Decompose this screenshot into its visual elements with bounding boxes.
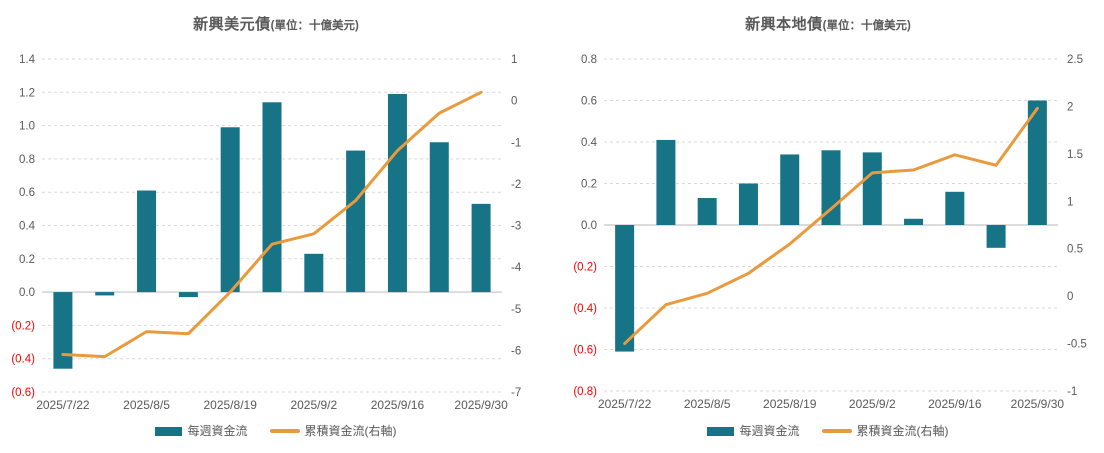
bar-series-swatch	[155, 426, 183, 436]
cumulative-flow-line	[61, 90, 483, 359]
chart-canvas: 0.8 0.6 0.4 0.2 0.0 (0.2) (0.4) (0.6) (0.8) 2.5 2 1…	[573, 54, 1087, 411]
right-axis-tick-label: -7	[511, 387, 521, 399]
right-axis-tick-label: 2.5	[1067, 54, 1083, 66]
bar-series-swatch	[707, 426, 735, 436]
x-axis-tick-label: 2025/9/2	[290, 398, 337, 412]
weekly-flow-bar	[262, 102, 282, 293]
right-axis-tick-label: 1.5	[1067, 149, 1083, 161]
weekly-flow-bar	[986, 225, 1006, 248]
chart-title-unit: (單位：十億美元)	[270, 20, 359, 32]
weekly-flow-bar	[471, 203, 491, 293]
chart-legend: 每週資金流 累積資金流(右軸)	[0, 422, 552, 440]
weekly-flow-bar	[1027, 100, 1047, 225]
left-axis-tick-label: 1.0	[19, 121, 35, 133]
chart-title-text: 新興美元債	[193, 16, 271, 33]
left-axis-tick-label: (0.4)	[11, 354, 35, 366]
line-series-swatch	[269, 429, 300, 433]
weekly-flow-bar	[738, 183, 758, 225]
right-axis-tick-label: -6	[511, 345, 521, 357]
weekly-flow-bar	[945, 191, 965, 225]
chart-title-text: 新興本地債	[745, 16, 823, 33]
right-axis-tick-label: -5	[511, 304, 521, 316]
weekly-flow-bar	[137, 190, 157, 293]
weekly-flow-bar	[387, 93, 407, 293]
right-axis-tick-label: -1	[1067, 386, 1077, 398]
left-axis-tick-label: (0.2)	[11, 320, 35, 332]
weekly-flow-bar	[615, 225, 635, 352]
right-axis-tick-label: 1	[1067, 196, 1073, 208]
left-axis-tick-label: 0.0	[581, 220, 597, 232]
weekly-flow-bar	[862, 152, 882, 225]
cumulative-flow-line	[623, 106, 1039, 346]
right-axis-tick-label: -3	[511, 221, 521, 233]
x-axis-tick-label: 2025/9/16	[371, 398, 425, 412]
left-axis-tick-label: 0.4	[19, 221, 36, 233]
left-axis-tick-label: 0.2	[581, 179, 597, 191]
x-axis-tick-label: 2025/8/5	[684, 397, 731, 411]
right-axis-tick-label: 2	[1067, 101, 1073, 113]
x-axis-tick-label: 2025/9/16	[928, 397, 982, 411]
right-axis-tick-label: 0	[1067, 291, 1073, 303]
weekly-flow-bar	[780, 154, 800, 225]
line-series-swatch	[821, 429, 852, 433]
right-axis-tick-label: -1	[511, 137, 521, 149]
chart-legend: 每週資金流 累積資金流(右軸)	[552, 422, 1104, 440]
chart-title-unit: (單位：十億美元)	[822, 20, 911, 32]
bar-series-label: 每週資金流	[739, 424, 800, 438]
x-axis-tick-label: 2025/9/30	[1011, 397, 1065, 411]
left-axis-tick-label: 1.4	[19, 54, 36, 66]
x-axis-tick-label: 2025/7/22	[598, 397, 652, 411]
right-axis-tick-label: -2	[511, 179, 521, 191]
left-axis-tick-label: 0.8	[19, 154, 35, 166]
right-axis-tick-label: -4	[511, 262, 522, 274]
x-axis-tick-label: 2025/8/19	[763, 397, 817, 411]
left-axis-tick-label: 0.0	[19, 287, 35, 299]
right-axis-tick-label: 0.5	[1067, 244, 1083, 256]
left-axis-tick-label: (0.2)	[573, 262, 597, 274]
left-axis-tick-label: 0.8	[581, 54, 597, 66]
weekly-flow-bar	[697, 198, 717, 225]
x-axis-tick-label: 2025/7/22	[36, 398, 90, 412]
bar-series-label: 每週資金流	[187, 424, 248, 438]
weekly-flow-bar	[656, 139, 676, 225]
right-axis-tick-label: 1	[511, 54, 517, 66]
weekly-flow-bar	[95, 292, 115, 296]
weekly-flow-bar	[429, 142, 449, 293]
chart-title: 新興本地債(單位：十億美元)	[552, 13, 1104, 34]
weekly-flow-bar	[904, 218, 924, 225]
x-axis-tick-label: 2025/9/2	[849, 397, 896, 411]
left-axis-tick-label: (0.8)	[573, 386, 597, 398]
chart-canvas: 1.4 1.2 1.0 0.8 0.6 0.4 0.2 0.0 (0.2) (0.4) (0.6) 1…	[11, 54, 522, 412]
left-axis-tick-label: 0.6	[19, 187, 35, 199]
line-series-label: 累積資金流(右軸)	[304, 424, 397, 438]
left-axis-tick-label: (0.4)	[573, 303, 597, 315]
left-axis-tick-label: 0.4	[581, 137, 598, 149]
weekly-flow-bar	[178, 292, 198, 298]
chart-emerging-local-bonds: 新興本地債(單位：十億美元) 0.8 0.6 0.4 0.2 0.0 (0.2) (0.4)…	[552, 0, 1104, 453]
weekly-flow-bar	[346, 150, 366, 293]
x-axis-tick-label: 2025/8/19	[203, 398, 257, 412]
left-axis-tick-label: 0.2	[19, 254, 35, 266]
weekly-flow-bar	[304, 253, 324, 293]
left-axis-tick-label: 1.2	[19, 87, 35, 99]
left-axis-tick-label: (0.6)	[11, 387, 35, 399]
x-axis-tick-label: 2025/8/5	[123, 398, 170, 412]
right-axis-tick-label: 0	[511, 96, 517, 108]
chart-emerging-usd-bonds: 新興美元債(單位：十億美元) 1.4 1.2 1.0 0.8 0.6 0.4 0.2 0.0 (…	[0, 13, 552, 440]
weekly-flow-bar	[53, 292, 73, 369]
left-axis-tick-label: (0.6)	[573, 345, 597, 357]
left-axis-tick-label: 0.6	[581, 96, 597, 108]
line-series-label: 累積資金流(右軸)	[856, 424, 949, 438]
weekly-flow-bar	[220, 127, 240, 293]
chart-title: 新興美元債(單位：十億美元)	[0, 13, 552, 34]
x-axis-tick-label: 2025/9/30	[454, 398, 508, 412]
right-axis-tick-label: -0.5	[1067, 339, 1087, 351]
